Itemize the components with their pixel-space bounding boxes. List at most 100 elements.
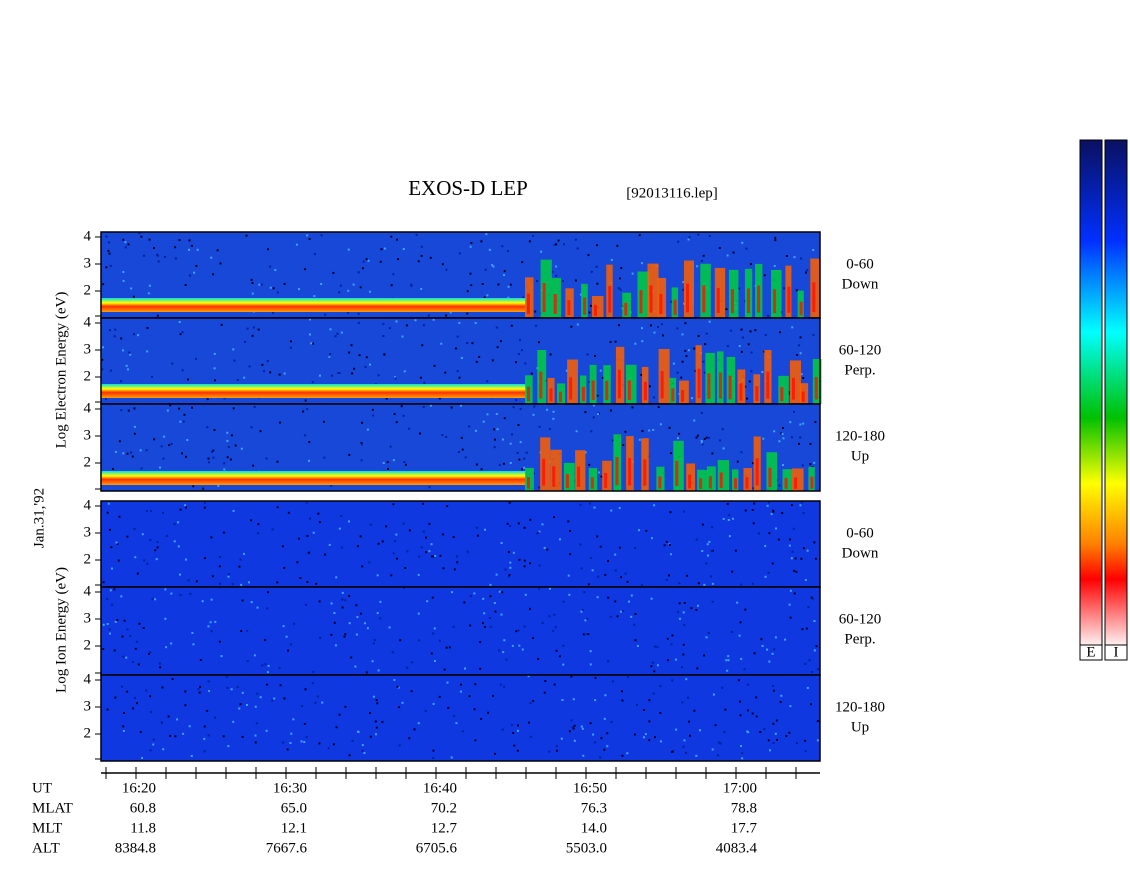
- noise: [800, 373, 803, 376]
- noise: [583, 591, 586, 594]
- noise: [438, 639, 441, 642]
- noise: [718, 741, 721, 744]
- noise: [609, 341, 612, 344]
- noise: [509, 283, 512, 286]
- noise: [696, 604, 699, 607]
- noise: [195, 264, 198, 267]
- noise: [418, 555, 421, 558]
- noise: [311, 682, 314, 685]
- noise: [766, 504, 769, 507]
- noise: [529, 562, 532, 565]
- noise: [146, 562, 149, 565]
- noise: [481, 282, 484, 285]
- noise: [813, 620, 816, 623]
- noise: [597, 413, 600, 416]
- noise: [213, 352, 216, 355]
- noise: [603, 717, 606, 720]
- burst-core: [569, 377, 573, 400]
- burst: [625, 364, 637, 404]
- noise: [305, 735, 308, 738]
- noise: [793, 410, 796, 413]
- noise: [348, 351, 351, 354]
- noise: [403, 587, 406, 590]
- noise: [156, 253, 159, 256]
- noise: [116, 618, 119, 621]
- noise: [517, 522, 520, 525]
- noise: [388, 327, 391, 330]
- noise: [379, 617, 382, 620]
- noise: [191, 406, 194, 409]
- noise: [500, 613, 503, 616]
- noise: [772, 741, 775, 744]
- noise: [768, 660, 771, 663]
- noise: [404, 463, 407, 466]
- noise: [212, 449, 215, 452]
- noise: [421, 502, 424, 505]
- noise: [335, 576, 338, 579]
- noise: [775, 527, 778, 530]
- noise: [630, 615, 633, 618]
- noise: [501, 591, 504, 594]
- noise: [767, 571, 770, 574]
- noise: [440, 342, 443, 345]
- noise: [156, 546, 159, 549]
- noise: [102, 648, 105, 651]
- noise: [445, 646, 448, 649]
- noise: [493, 428, 496, 431]
- noise: [156, 541, 159, 544]
- noise: [681, 333, 684, 336]
- noise: [382, 335, 385, 338]
- noise: [738, 287, 741, 290]
- panel-angle: 0-60: [846, 525, 874, 541]
- noise: [555, 745, 558, 748]
- noise: [558, 538, 561, 541]
- noise: [804, 271, 807, 274]
- noise: [155, 558, 158, 561]
- noise: [609, 615, 612, 618]
- noise: [122, 725, 125, 728]
- noise: [159, 466, 162, 469]
- noise: [751, 712, 754, 715]
- noise: [522, 296, 525, 299]
- noise: [591, 569, 594, 572]
- noise: [348, 754, 351, 757]
- noise: [394, 376, 397, 379]
- noise: [535, 324, 538, 327]
- noise: [458, 252, 461, 255]
- noise: [524, 362, 527, 365]
- noise: [329, 328, 332, 331]
- panel-frame: [100, 403, 821, 492]
- noise: [254, 741, 257, 744]
- noise: [425, 536, 428, 539]
- noise: [393, 413, 396, 416]
- noise: [312, 342, 315, 345]
- noise: [567, 574, 570, 577]
- noise: [358, 354, 361, 357]
- noise: [114, 450, 117, 453]
- noise: [585, 633, 588, 636]
- noise: [503, 639, 506, 642]
- noise: [670, 553, 673, 556]
- noise: [528, 607, 531, 610]
- noise: [469, 272, 472, 275]
- noise: [397, 258, 400, 261]
- noise: [251, 334, 254, 337]
- noise: [463, 601, 466, 604]
- noise: [120, 685, 123, 688]
- burst-core: [617, 369, 621, 399]
- noise: [320, 234, 323, 237]
- noise: [697, 233, 700, 236]
- noise: [396, 685, 399, 688]
- noise: [287, 511, 290, 514]
- noise: [711, 600, 714, 603]
- noise: [757, 532, 760, 535]
- noise: [393, 678, 396, 681]
- noise: [114, 696, 117, 699]
- noise: [198, 691, 201, 694]
- noise: [519, 407, 522, 410]
- noise: [494, 752, 497, 755]
- noise: [356, 545, 359, 548]
- noise: [458, 321, 461, 324]
- noise: [355, 633, 358, 636]
- noise: [240, 630, 243, 633]
